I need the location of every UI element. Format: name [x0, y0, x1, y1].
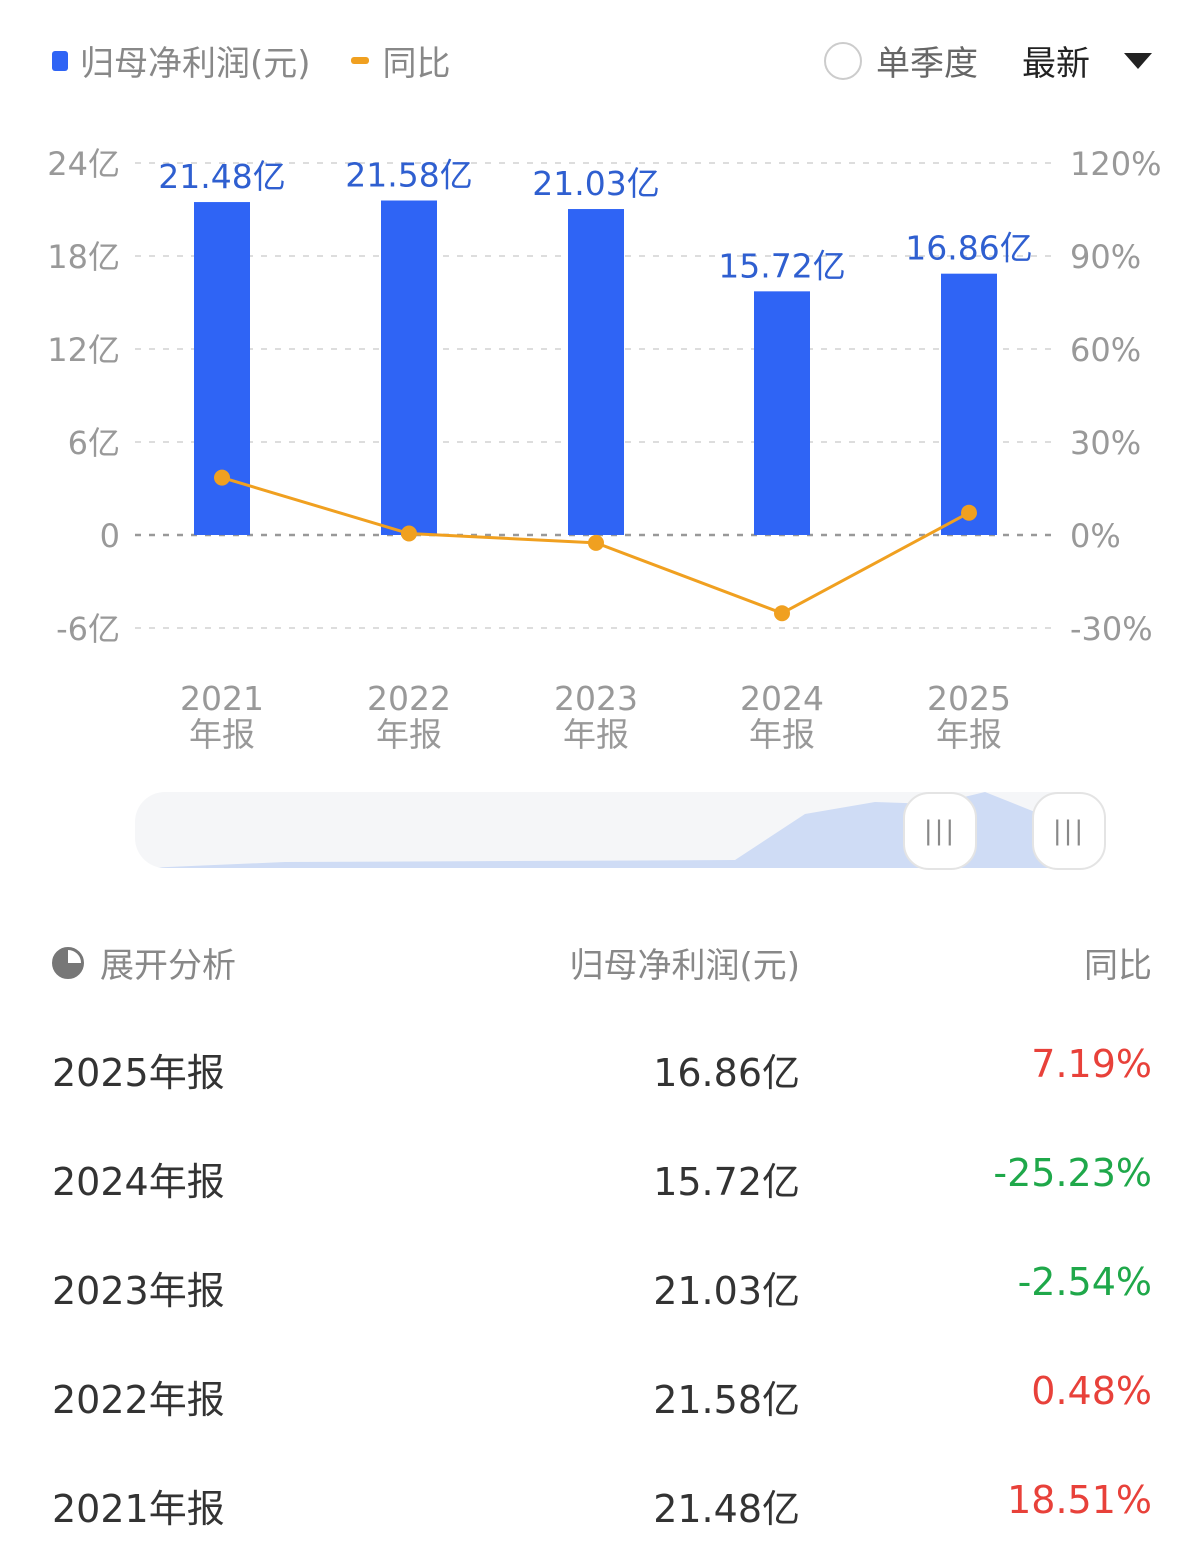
row-period: 2021年报: [52, 1487, 225, 1531]
left-tick-label: 18亿: [47, 238, 120, 276]
slider-left-handle[interactable]: |||: [903, 792, 977, 870]
bar: [754, 291, 810, 535]
row-yoy: 18.51%: [1007, 1478, 1152, 1522]
bar-value-label: 21.48亿: [158, 157, 285, 196]
x-tick-label: 年报: [936, 715, 1002, 754]
x-tick-label: 年报: [376, 715, 442, 754]
legend-yoy[interactable]: 同比: [382, 44, 451, 84]
bar: [941, 273, 997, 535]
header-yoy: 同比: [1084, 946, 1152, 986]
row-yoy: -2.54%: [1017, 1260, 1152, 1304]
bar-value-label: 16.86亿: [905, 229, 1032, 268]
x-tick-label: 2025: [927, 679, 1011, 718]
row-yoy: 0.48%: [1031, 1369, 1152, 1413]
table-row[interactable]: 2024年报 15.72亿 -25.23%: [52, 1151, 1152, 1204]
yoy-point: [214, 469, 230, 486]
header-net-profit: 归母净利润(元): [569, 946, 800, 986]
right-tick-label: 30%: [1070, 424, 1141, 462]
x-tick-label: 年报: [189, 715, 255, 754]
yoy-point: [588, 534, 604, 551]
chart-controls: 单季度 最新: [824, 36, 1152, 85]
row-yoy: 7.19%: [1031, 1042, 1152, 1086]
row-period: 2022年报: [52, 1378, 225, 1422]
x-tick-label: 2024: [740, 679, 824, 718]
single-quarter-radio[interactable]: [824, 41, 862, 80]
bar: [568, 209, 624, 535]
line-legend-swatch: [350, 57, 369, 64]
row-net-profit: 21.58亿: [653, 1378, 800, 1422]
x-tick-label: 2021: [180, 679, 264, 718]
left-tick-label: 6亿: [68, 424, 120, 462]
yoy-point: [961, 504, 977, 521]
row-net-profit: 21.03亿: [653, 1269, 800, 1313]
slider-right-handle[interactable]: |||: [1032, 792, 1106, 870]
right-tick-label: -30%: [1070, 610, 1153, 648]
left-tick-label: -6亿: [56, 610, 120, 648]
bar-value-label: 15.72亿: [718, 246, 845, 285]
yoy-point: [401, 525, 417, 542]
table-row[interactable]: 2021年报 21.48亿 18.51%: [52, 1478, 1152, 1531]
row-net-profit: 16.86亿: [653, 1051, 800, 1095]
x-tick-label: 年报: [563, 715, 629, 754]
bar-value-label: 21.03亿: [532, 164, 659, 203]
left-tick-label: 24亿: [47, 145, 120, 183]
row-net-profit: 21.48亿: [653, 1487, 800, 1531]
expand-analysis-label: 展开分析: [100, 946, 236, 986]
row-net-profit: 15.72亿: [653, 1160, 800, 1204]
right-tick-label: 120%: [1070, 145, 1161, 183]
table-row[interactable]: 2023年报 21.03亿 -2.54%: [52, 1260, 1152, 1313]
chart: -6亿 -30% 0 0% 6亿 30% 12亿 60% 18亿 90% 24亿 120% 21.48亿…: [47, 145, 1161, 754]
x-tick-label: 2022: [367, 679, 451, 718]
sort-dropdown[interactable]: 最新: [1022, 44, 1090, 84]
x-tick-label: 年报: [749, 715, 815, 754]
left-tick-label: 0: [100, 517, 120, 555]
row-yoy: -25.23%: [993, 1151, 1152, 1195]
bar-value-label: 21.58亿: [345, 156, 472, 195]
row-period: 2025年报: [52, 1051, 225, 1095]
right-tick-label: 60%: [1070, 331, 1141, 369]
single-quarter-label[interactable]: 单季度: [876, 44, 978, 84]
slider-preview: [145, 792, 1105, 868]
legend-net-profit[interactable]: 归母净利润(元): [80, 44, 311, 84]
table-row[interactable]: 2022年报 21.58亿 0.48%: [52, 1369, 1152, 1422]
bar-legend-swatch: [52, 50, 68, 71]
left-tick-label: 12亿: [47, 331, 120, 369]
yoy-point: [774, 605, 790, 622]
right-tick-label: 0%: [1070, 517, 1121, 555]
table-row[interactable]: 2025年报 16.86亿 7.19%: [52, 1042, 1152, 1095]
expand-analysis-button[interactable]: 展开分析: [52, 938, 236, 987]
bar: [381, 200, 437, 535]
dropdown-arrow-icon[interactable]: [1124, 52, 1152, 69]
row-period: 2023年报: [52, 1269, 225, 1313]
row-period: 2024年报: [52, 1160, 225, 1204]
x-tick-label: 2023: [554, 679, 638, 718]
table-header: 展开分析 归母净利润(元) 同比: [52, 938, 1152, 986]
right-tick-label: 90%: [1070, 238, 1141, 276]
pie-chart-icon: [52, 946, 84, 979]
chart-legend: 归母净利润(元) 同比: [52, 36, 451, 85]
